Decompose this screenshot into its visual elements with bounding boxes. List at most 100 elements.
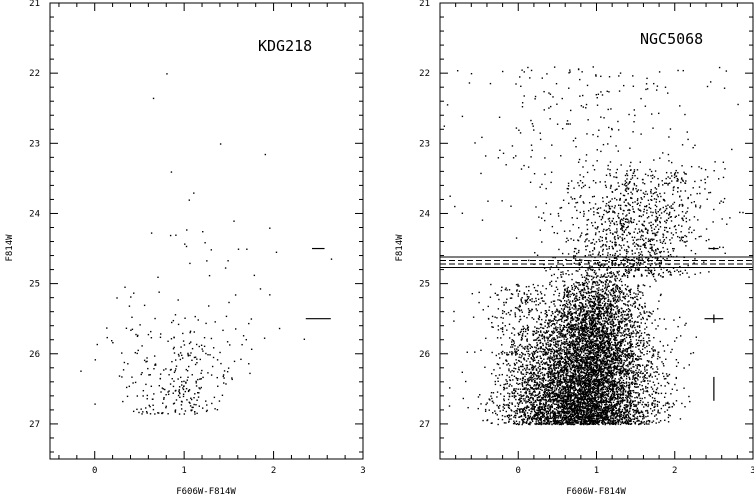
star-point	[667, 382, 670, 385]
star-point	[536, 398, 538, 401]
star-point	[566, 388, 569, 391]
star-point	[605, 327, 607, 329]
star-point	[200, 378, 202, 380]
star-point	[556, 384, 558, 386]
star-point	[570, 304, 572, 306]
star-point	[199, 388, 201, 390]
star-point	[595, 363, 598, 365]
star-point	[540, 400, 542, 402]
star-point	[542, 423, 544, 425]
star-point	[664, 392, 667, 395]
star-point	[563, 296, 565, 298]
star-point	[658, 373, 660, 376]
star-point	[561, 389, 563, 391]
star-point	[546, 394, 548, 397]
star-point	[611, 316, 613, 319]
star-point	[584, 282, 586, 285]
star-point	[594, 324, 597, 326]
star-point	[602, 345, 604, 348]
star-point	[652, 349, 654, 351]
star-point	[503, 398, 505, 400]
star-point	[548, 404, 550, 406]
star-point	[566, 330, 568, 333]
star-point	[583, 375, 585, 378]
star-point	[619, 290, 621, 293]
star-point	[593, 380, 595, 382]
star-point	[669, 414, 671, 417]
star-point	[560, 358, 563, 361]
star-point	[651, 388, 654, 390]
star-point	[538, 385, 540, 388]
star-point	[597, 312, 599, 315]
star-point	[615, 313, 618, 315]
star-point	[610, 307, 613, 309]
star-point	[574, 402, 576, 404]
star-point	[557, 411, 560, 413]
star-point	[559, 332, 561, 334]
star-point	[608, 411, 610, 413]
star-point	[589, 304, 592, 306]
star-point	[577, 384, 579, 386]
star-point	[186, 379, 189, 381]
star-point	[620, 367, 622, 370]
star-point	[642, 376, 644, 378]
star-point	[211, 402, 213, 405]
star-point	[142, 389, 145, 392]
star-point	[617, 362, 619, 364]
star-point	[555, 354, 557, 356]
star-point	[608, 388, 611, 390]
star-point	[175, 365, 178, 367]
star-point	[152, 97, 155, 100]
star-point	[558, 405, 561, 408]
y-tick-label: 25	[419, 280, 430, 290]
star-point	[611, 312, 613, 314]
star-point	[566, 401, 569, 403]
star-point	[597, 350, 600, 352]
star-point	[688, 364, 690, 366]
star-point	[503, 388, 505, 391]
star-point	[610, 303, 613, 306]
star-point	[637, 339, 640, 342]
star-point	[169, 234, 172, 237]
star-point	[624, 334, 626, 336]
star-point	[640, 351, 642, 354]
star-point	[559, 423, 562, 425]
star-point	[180, 346, 182, 348]
star-point	[606, 333, 608, 336]
star-point	[169, 383, 172, 385]
star-point	[221, 394, 224, 397]
star-point	[608, 337, 610, 339]
star-point	[560, 402, 563, 405]
star-point	[651, 322, 653, 324]
star-point	[653, 400, 655, 402]
star-point	[539, 302, 541, 304]
star-point	[626, 369, 629, 371]
star-point	[178, 389, 181, 391]
star-point	[602, 383, 605, 385]
star-point	[610, 329, 612, 331]
star-point	[586, 312, 588, 315]
star-point	[195, 404, 197, 406]
star-point	[526, 421, 528, 423]
star-point	[587, 384, 589, 386]
star-point	[610, 309, 612, 311]
star-point	[192, 406, 194, 409]
star-point	[529, 384, 531, 387]
star-point	[538, 363, 541, 365]
star-point	[609, 405, 612, 407]
star-point	[620, 341, 622, 343]
star-point	[560, 406, 562, 408]
star-point	[675, 358, 678, 361]
star-point	[617, 326, 619, 328]
star-point	[627, 415, 630, 418]
star-point	[603, 369, 605, 371]
star-point	[611, 407, 614, 409]
panel-title-left: KDG218	[258, 37, 312, 55]
star-point	[600, 400, 603, 402]
star-point	[584, 319, 586, 322]
star-point	[597, 394, 599, 396]
star-point	[580, 330, 583, 332]
star-point	[578, 344, 581, 346]
star-point	[640, 291, 642, 293]
star-point	[587, 299, 589, 302]
